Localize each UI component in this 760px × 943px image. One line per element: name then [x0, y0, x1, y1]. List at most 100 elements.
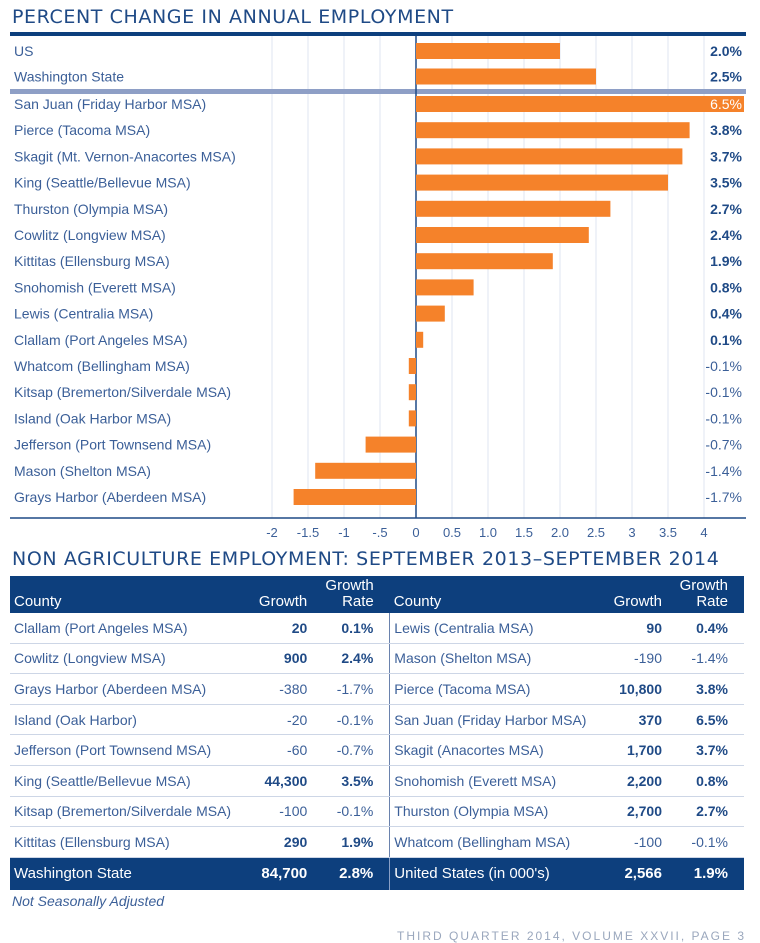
table-row: Jefferson (Port Townsend MSA) -60 -0.7% Ska…	[10, 734, 744, 766]
cell-growth-rate: 3.5%	[311, 765, 390, 797]
category-label: Washington State	[14, 69, 124, 85]
value-label: 3.7%	[710, 148, 742, 164]
cell-growth: 370	[596, 704, 666, 736]
bar	[408, 358, 416, 374]
x-tick-labels: -2 -1.5 -1 -.5 0 0.5 1.0 1.5 2.0 2.5 3 3.5 4	[266, 525, 707, 540]
category-label: King (Seattle/Bellevue MSA)	[14, 175, 191, 191]
value-labels: 2.0% 2.5% 6.5% 3.8% 3.7% 3.5% 2.7% 2.4% 1.9% 0.8%…	[705, 43, 742, 505]
category-label: Cowlitz (Longview MSA)	[14, 227, 166, 243]
cell-growth: -100	[596, 826, 666, 858]
cell-growth: -60	[241, 734, 312, 766]
x-tick-label: 2.0	[551, 525, 569, 540]
cell-county: Thurston (Olympia MSA)	[389, 796, 596, 828]
gridlines	[10, 32, 746, 519]
cell-growth-rate: 2.7%	[666, 796, 744, 828]
x-tick-label: -1.5	[297, 525, 319, 540]
cell-county: Skagit (Anacortes MSA)	[389, 734, 596, 766]
cell-growth-rate: -1.7%	[311, 673, 390, 705]
header-growth-rate: Growth Rate	[666, 576, 744, 613]
header-growth-rate: Growth Rate	[311, 576, 390, 613]
category-label: Kittitas (Ellensburg MSA)	[14, 253, 170, 269]
total-county: Washington State	[10, 857, 242, 890]
cell-growth-rate: 3.8%	[666, 673, 744, 705]
cell-growth-rate: 0.4%	[666, 613, 744, 644]
group-divider	[10, 89, 746, 94]
value-label: -1.4%	[705, 463, 742, 479]
cell-growth-rate: 6.5%	[666, 704, 744, 736]
cell-county: Jefferson (Port Townsend MSA)	[10, 734, 242, 766]
table-row: Kittitas (Ellensburg MSA) 290 1.9% Whatcom …	[10, 826, 744, 858]
cell-growth-rate: -0.1%	[666, 826, 744, 858]
category-label: Lewis (Centralia MSA)	[14, 306, 153, 322]
bar	[416, 148, 683, 165]
value-label: 2.7%	[710, 201, 742, 217]
table-total-row: Washington State 84,700 2.8% United States …	[10, 857, 744, 890]
bar	[315, 462, 416, 479]
value-label: 3.5%	[710, 175, 742, 191]
category-label: Whatcom (Bellingham MSA)	[14, 358, 190, 374]
value-label: 6.5%	[710, 96, 742, 112]
bar-chart: US Washington State San Juan (Friday Harbo…	[10, 32, 746, 540]
bar	[416, 279, 474, 296]
page-footer: THIRD QUARTER 2014, VOLUME XXVII, PAGE 3	[397, 929, 746, 943]
bar	[293, 489, 416, 505]
value-label: 0.4%	[710, 306, 742, 322]
category-label: Skagit (Mt. Vernon-Anacortes MSA)	[14, 148, 236, 164]
total-growth: 84,700	[241, 857, 312, 890]
value-label: 2.4%	[710, 227, 742, 243]
bar	[365, 436, 416, 453]
value-label: 0.1%	[710, 332, 742, 348]
cell-growth: 2,200	[596, 765, 666, 797]
cell-county: Whatcom (Bellingham MSA)	[389, 826, 596, 858]
bar	[416, 200, 611, 217]
category-labels: US Washington State San Juan (Friday Harbo…	[14, 43, 236, 505]
cell-growth-rate: 3.7%	[666, 734, 744, 766]
cell-county: Grays Harbor (Aberdeen MSA)	[10, 673, 242, 705]
cell-county: King (Seattle/Bellevue MSA)	[10, 765, 242, 797]
bar	[416, 122, 690, 139]
value-label: 2.5%	[710, 69, 742, 85]
table-row: Cowlitz (Longview MSA) 900 2.4% Mason (Shel…	[10, 643, 744, 675]
cell-growth-rate: -0.7%	[311, 734, 390, 766]
bars	[293, 43, 744, 505]
cell-county: Lewis (Centralia MSA)	[389, 613, 596, 644]
x-tick-label: -2	[266, 525, 278, 540]
bar	[416, 174, 668, 191]
category-label: Clallam (Port Angeles MSA)	[14, 332, 188, 348]
category-label: Jefferson (Port Townsend MSA)	[14, 437, 211, 453]
bar	[416, 253, 553, 270]
total-growth: 2,566	[596, 857, 666, 890]
value-label: -0.1%	[705, 384, 742, 400]
table-header-row: County Growth Growth Rate County Growth G…	[10, 576, 744, 613]
bar	[408, 384, 416, 401]
cell-growth-rate: -0.1%	[311, 704, 390, 736]
cell-growth: 290	[241, 826, 312, 858]
value-label: 0.8%	[710, 279, 742, 295]
cell-growth: 20	[241, 613, 312, 644]
cell-growth: 44,300	[241, 765, 312, 797]
category-label: Grays Harbor (Aberdeen MSA)	[14, 489, 206, 505]
category-label: Island (Oak Harbor MSA)	[14, 410, 171, 426]
cell-growth: 1,700	[596, 734, 666, 766]
header-county: County	[10, 576, 242, 613]
category-label: Kitsap (Bremerton/Silverdale MSA)	[14, 384, 231, 400]
cell-growth: 2,700	[596, 796, 666, 828]
top-rule	[10, 32, 746, 36]
table-row: Island (Oak Harbor) -20 -0.1% San Juan (Fri…	[10, 704, 744, 736]
bar	[416, 96, 744, 112]
table-row: King (Seattle/Bellevue MSA) 44,300 3.5% Sno…	[10, 765, 744, 797]
bar	[416, 331, 424, 348]
chart-title: PERCENT CHANGE IN ANNUAL EMPLOYMENT	[12, 6, 454, 28]
table-row: Kitsap (Bremerton/Silverdale MSA) -100 -0.…	[10, 796, 744, 828]
cell-county: Cowlitz (Longview MSA)	[10, 643, 242, 675]
value-label: 1.9%	[710, 253, 742, 269]
x-tick-label: 3.5	[659, 525, 677, 540]
category-label: Pierce (Tacoma MSA)	[14, 122, 150, 138]
cell-growth: -20	[241, 704, 312, 736]
cell-growth-rate: -1.4%	[666, 643, 744, 675]
employment-table: County Growth Growth Rate County Growth G…	[10, 576, 744, 890]
table-title: NON AGRICULTURE EMPLOYMENT: SEPTEMBER 20…	[12, 548, 720, 570]
bar	[416, 305, 445, 322]
cell-growth: 900	[241, 643, 312, 675]
cell-growth-rate: 0.8%	[666, 765, 744, 797]
